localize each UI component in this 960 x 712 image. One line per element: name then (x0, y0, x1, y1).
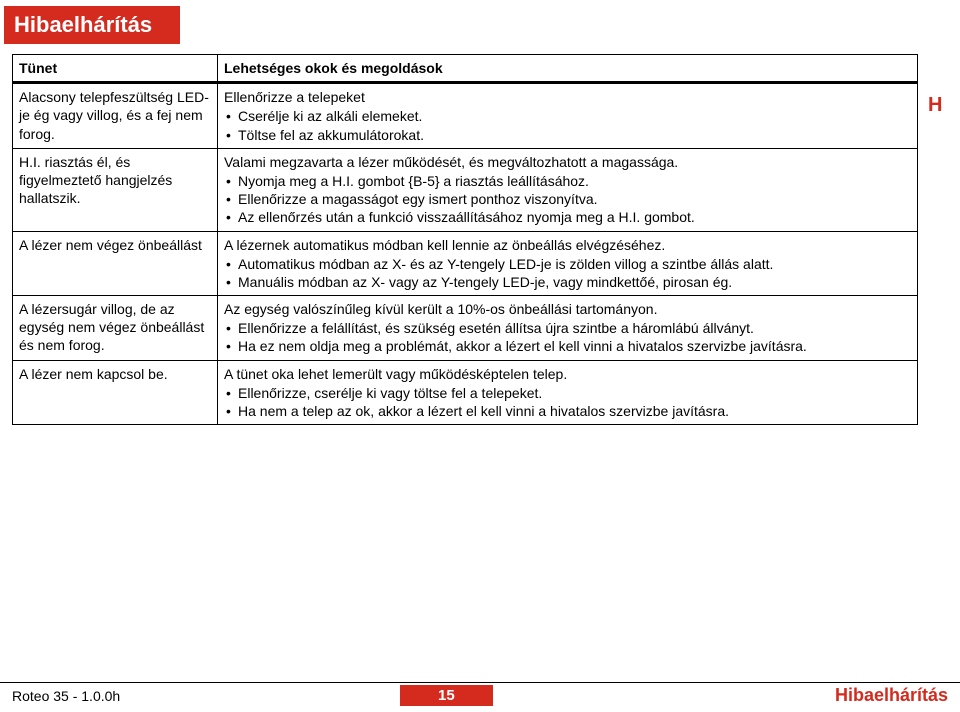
solution-intro: Az egység valószínűleg kívül került a 10… (224, 300, 911, 318)
page-title: Hibaelhárítás (4, 6, 180, 44)
list-item: Nyomja meg a H.I. gombot {B-5} a riasztá… (224, 172, 911, 190)
table-row: A lézer nem végez önbeállást A lézernek … (13, 231, 918, 296)
solution-cell: Ellenőrizze a telepeket Cserélje ki az a… (218, 83, 918, 149)
symptom-cell: A lézersugár villog, de az egység nem vé… (13, 296, 218, 361)
table-row: A lézersugár villog, de az egység nem vé… (13, 296, 918, 361)
solution-cell: Az egység valószínűleg kívül került a 10… (218, 296, 918, 361)
header-solution: Lehetséges okok és megoldások (218, 55, 918, 83)
symptom-cell: H.I. riasztás él, és figyelmeztető hangj… (13, 148, 218, 231)
list-item: Ellenőrizze a magasságot egy ismert pont… (224, 190, 911, 208)
solution-list: Cserélje ki az alkáli elemeket. Töltse f… (224, 107, 911, 143)
solution-intro: Valami megzavarta a lézer működését, és … (224, 153, 911, 171)
list-item: Ha ez nem oldja meg a problémát, akkor a… (224, 337, 911, 355)
page-number: 15 (400, 685, 493, 706)
solution-cell: A tünet oka lehet lemerült vagy működésk… (218, 360, 918, 425)
list-item: Az ellenőrzés után a funkció visszaállít… (224, 208, 911, 226)
table-header-row: Tünet Lehetséges okok és megoldások (13, 55, 918, 83)
header-symptom: Tünet (13, 55, 218, 83)
symptom-cell: A lézer nem végez önbeállást (13, 231, 218, 296)
table-wrap: Tünet Lehetséges okok és megoldások Alac… (12, 54, 948, 425)
content-area: Tünet Lehetséges okok és megoldások Alac… (0, 54, 960, 425)
footer: Roteo 35 - 1.0.0h 15 Hibaelhárítás (0, 682, 960, 706)
solution-intro: Ellenőrizze a telepeket (224, 88, 911, 106)
table-row: H.I. riasztás él, és figyelmeztető hangj… (13, 148, 918, 231)
footer-left: Roteo 35 - 1.0.0h (0, 688, 400, 704)
list-item: Manuális módban az X- vagy az Y-tengely … (224, 273, 911, 291)
list-item: Töltse fel az akkumulátorokat. (224, 126, 911, 144)
solution-cell: A lézernek automatikus módban kell lenni… (218, 231, 918, 296)
solution-intro: A tünet oka lehet lemerült vagy működésk… (224, 365, 911, 383)
solution-list: Nyomja meg a H.I. gombot {B-5} a riasztá… (224, 172, 911, 227)
table-row: A lézer nem kapcsol be. A tünet oka lehe… (13, 360, 918, 425)
solution-intro: A lézernek automatikus módban kell lenni… (224, 236, 911, 254)
solution-list: Ellenőrizze a felállítást, és szükség es… (224, 319, 911, 355)
symptom-cell: A lézer nem kapcsol be. (13, 360, 218, 425)
list-item: Ellenőrizze, cserélje ki vagy töltse fel… (224, 384, 911, 402)
solution-cell: Valami megzavarta a lézer működését, és … (218, 148, 918, 231)
solution-list: Automatikus módban az X- és az Y-tengely… (224, 255, 911, 291)
list-item: Ellenőrizze a felállítást, és szükség es… (224, 319, 911, 337)
solution-list: Ellenőrizze, cserélje ki vagy töltse fel… (224, 384, 911, 420)
list-item: Cserélje ki az alkáli elemeket. (224, 107, 911, 125)
troubleshooting-table: Tünet Lehetséges okok és megoldások Alac… (12, 54, 918, 425)
table-row: Alacsony telepfeszültség LED-je ég vagy … (13, 83, 918, 149)
footer-right: Hibaelhárítás (493, 685, 960, 706)
list-item: Automatikus módban az X- és az Y-tengely… (224, 255, 911, 273)
list-item: Ha nem a telep az ok, akkor a lézert el … (224, 402, 911, 420)
side-letter: H (928, 94, 942, 117)
symptom-cell: Alacsony telepfeszültség LED-je ég vagy … (13, 83, 218, 149)
